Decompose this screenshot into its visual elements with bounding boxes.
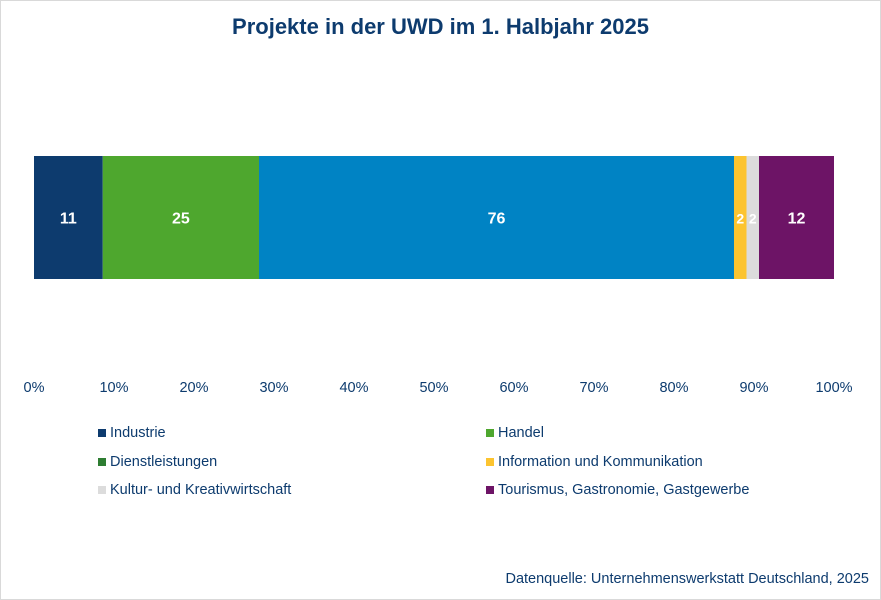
bar-segment-2 bbox=[102, 156, 259, 279]
legend-item: Handel bbox=[486, 425, 544, 441]
chart-title: Projekte in der UWD im 1. Halbjahr 2025 bbox=[232, 14, 649, 39]
legend-swatch bbox=[486, 429, 494, 437]
legend-swatch bbox=[98, 486, 106, 494]
legend-label: Handel bbox=[498, 425, 544, 441]
x-tick-label: 90% bbox=[739, 380, 768, 396]
x-tick-label: 30% bbox=[259, 380, 288, 396]
bar-segment-4 bbox=[734, 156, 747, 279]
legend-label: Tourismus, Gastronomie, Gastgewerbe bbox=[498, 482, 750, 498]
bar-segment-3 bbox=[259, 156, 734, 279]
legend-item: Kultur- und Kreativwirtschaft bbox=[98, 482, 291, 498]
legend-item: Dienstleistungen bbox=[98, 454, 217, 470]
data-label-2: 25 bbox=[172, 211, 190, 228]
bar-segment-5 bbox=[746, 156, 759, 279]
bar-segment-1 bbox=[34, 156, 103, 279]
legend-swatch bbox=[486, 458, 494, 466]
legend-swatch bbox=[98, 429, 106, 437]
legend-item: Information und Kommunikation bbox=[486, 454, 703, 470]
data-source: Datenquelle: Unternehmenswerkstatt Deuts… bbox=[505, 571, 869, 587]
legend-label: Kultur- und Kreativwirtschaft bbox=[110, 482, 292, 498]
data-label-6: 12 bbox=[788, 211, 806, 228]
x-tick-label: 70% bbox=[579, 380, 608, 396]
data-label-5: 2 bbox=[749, 211, 757, 227]
x-tick-label: 50% bbox=[419, 380, 448, 396]
data-label-1: 11 bbox=[60, 211, 77, 228]
x-tick-label: 80% bbox=[659, 380, 688, 396]
data-label-4: 2 bbox=[736, 211, 744, 227]
legend-label: Dienstleistungen bbox=[110, 454, 218, 470]
legend-label: Industrie bbox=[110, 425, 166, 441]
x-tick-label: 40% bbox=[339, 380, 368, 396]
x-tick-label: 60% bbox=[499, 380, 528, 396]
bar-segment-6 bbox=[759, 156, 834, 279]
legend-item: Industrie bbox=[98, 425, 166, 441]
x-tick-label: 100% bbox=[815, 380, 852, 396]
legend-item: Tourismus, Gastronomie, Gastgewerbe bbox=[486, 482, 749, 498]
legend-swatch bbox=[98, 458, 106, 466]
legend-label: Information und Kommunikation bbox=[498, 454, 703, 470]
legend-swatch bbox=[486, 486, 494, 494]
data-label-3: 76 bbox=[488, 211, 506, 228]
x-tick-label: 0% bbox=[24, 380, 45, 396]
x-tick-label: 20% bbox=[179, 380, 208, 396]
x-tick-label: 10% bbox=[99, 380, 128, 396]
